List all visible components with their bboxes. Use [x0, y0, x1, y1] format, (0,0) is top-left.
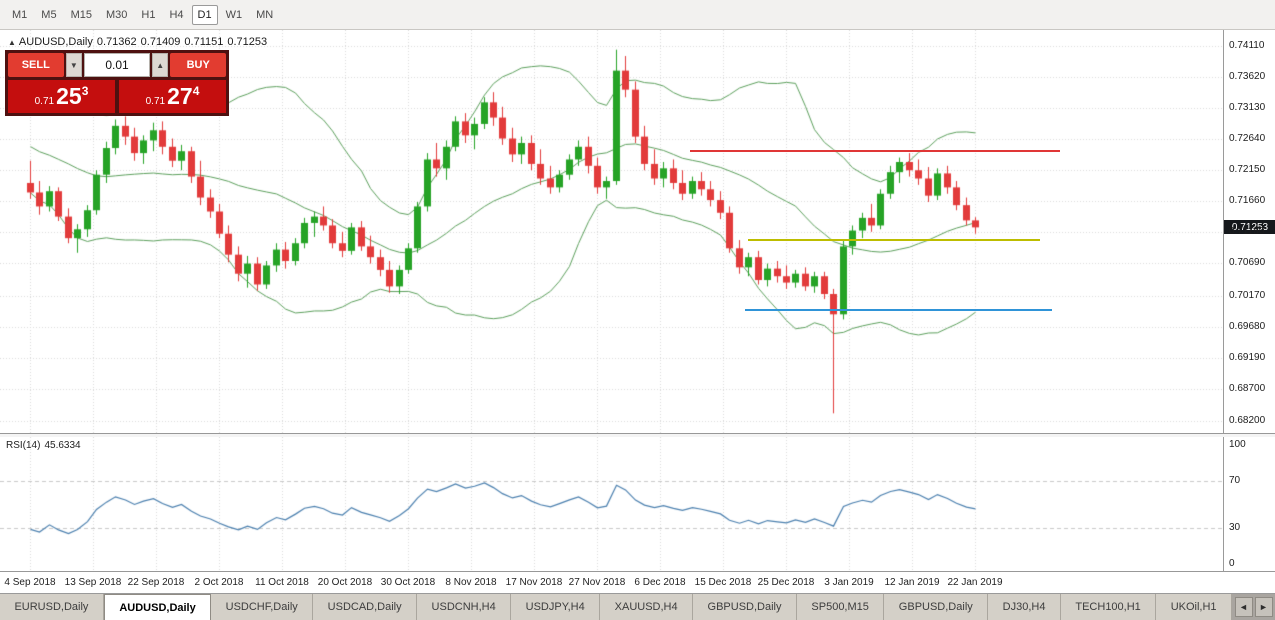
ohlc-high: 0.71409 [140, 36, 181, 48]
rsi-axis[interactable]: 100 70 30 0 [1223, 437, 1275, 572]
chart-tab-gbpusd-daily[interactable]: GBPUSD,Daily [884, 594, 989, 620]
sell-price-display[interactable]: 0.71 25 3 [8, 80, 115, 113]
timeframe-button-w1[interactable]: W1 [225, 8, 243, 21]
chart-symbol-label: AUDUSD,Daily [18, 36, 93, 48]
price-axis-label: 0.71180 [1229, 225, 1265, 237]
sell-price-pips: 25 [56, 83, 82, 109]
one-click-trading-panel: SELL ▼ 0.01 ▲ BUY 0.71 25 3 0.71 27 4 [5, 50, 229, 116]
price-axis-label: 0.69190 [1229, 352, 1266, 364]
tab-scroll-right-icon[interactable]: ► [1254, 597, 1273, 617]
buy-price-prefix: 0.71 [145, 96, 166, 107]
current-price-badge: 0.71253 [1224, 220, 1275, 235]
price-axis-label: 0.73620 [1229, 70, 1266, 82]
rsi-axis-label: 70 [1229, 474, 1241, 486]
buy-price-display[interactable]: 0.71 27 4 [119, 80, 226, 113]
chart-tab-gbpusd-daily[interactable]: GBPUSD,Daily [693, 594, 797, 620]
volume-decrease-icon[interactable]: ▼ [65, 53, 83, 77]
price-axis[interactable]: 0.71253 0.74110 0.73620 0.73130 0.72640 0.72… [1223, 30, 1275, 433]
price-axis-label: 0.70170 [1229, 289, 1266, 301]
price-axis-label: 0.68200 [1229, 414, 1266, 426]
timeframe-button-mn[interactable]: MN [256, 8, 274, 21]
price-axis-label: 0.69680 [1229, 321, 1266, 332]
chart-tab-sp500-m15[interactable]: SP500,M15 [796, 594, 885, 620]
ohlc-open: 0.71362 [96, 36, 137, 48]
symbol-icon: ▲ [8, 38, 16, 47]
time-axis-label: 30 Oct 2018 [380, 577, 436, 588]
time-axis-label: 22 Jan 2019 [947, 577, 1003, 588]
chart-tab-usdjpy-h4[interactable]: USDJPY,H4 [511, 594, 601, 620]
price-axis-label: 0.74110 [1229, 39, 1265, 51]
timeframe-button-m30[interactable]: M30 [105, 8, 128, 21]
time-axis-label: 6 Dec 2018 [634, 577, 686, 588]
time-axis-label: 8 Nov 2018 [445, 577, 497, 588]
price-axis-label: 0.72640 [1229, 133, 1266, 145]
rsi-pane[interactable]: RSI(14) 45.6334 [0, 437, 1223, 572]
time-axis-label: 3 Jan 2019 [824, 577, 874, 588]
chart-tab-usdcad-daily[interactable]: USDCAD,Daily [313, 594, 418, 620]
ohlc-close: 0.71253 [227, 36, 268, 48]
timeframe-button-d1[interactable]: D1 [191, 4, 218, 25]
buy-button[interactable]: BUY [170, 53, 226, 77]
volume-input[interactable]: 0.01 [84, 53, 150, 77]
time-axis-label: 4 Sep 2018 [4, 577, 56, 588]
price-axis-label: 0.73130 [1229, 102, 1266, 114]
time-axis-label: 12 Jan 2019 [884, 577, 940, 588]
rsi-value: 45.6334 [44, 440, 81, 451]
buy-price-pipette: 4 [192, 83, 200, 98]
timeframe-button-m15[interactable]: M15 [70, 8, 92, 21]
time-axis-label: 11 Oct 2018 [255, 577, 309, 588]
buy-price-pips: 27 [167, 83, 193, 109]
time-axis-label: 20 Oct 2018 [317, 577, 373, 588]
chart-tab-bar: EURUSD,Daily AUDUSD,Daily USDCHF,Daily USDC… [0, 593, 1275, 620]
rsi-axis-label: 100 [1229, 439, 1246, 450]
sell-price-prefix: 0.71 [34, 96, 55, 107]
chart-tab-dj30-h4[interactable]: DJ30,H4 [988, 594, 1061, 620]
price-axis-label: 0.71660 [1229, 195, 1266, 207]
chart-tab-eurusd-daily[interactable]: EURUSD,Daily [0, 594, 104, 620]
time-axis[interactable]: 4 Sep 2018 13 Sep 2018 22 Sep 2018 2 Oct 20… [0, 572, 1223, 593]
sell-button[interactable]: SELL [8, 53, 64, 77]
chart-tab-xauusd-h4[interactable]: XAUUSD,H4 [600, 594, 694, 620]
resistance-line-red[interactable] [690, 150, 1060, 153]
time-axis-label: 22 Sep 2018 [127, 577, 185, 588]
rsi-axis-label: 0 [1229, 558, 1235, 569]
volume-increase-icon[interactable]: ▲ [151, 53, 169, 77]
time-axis-label: 25 Dec 2018 [757, 577, 815, 588]
pivot-line-yellow[interactable] [748, 239, 1040, 242]
pane-splitter[interactable] [0, 433, 1275, 437]
tab-scroll-controls: ◄ ► [1232, 594, 1275, 620]
timeframe-button-h4[interactable]: H4 [169, 8, 184, 21]
rsi-axis-label: 30 [1229, 522, 1241, 534]
price-pane[interactable]: ▲ AUDUSD,Daily 0.71362 0.71409 0.71151 0.7125… [0, 30, 1223, 433]
chart-tab-ukoil-h1[interactable]: UKOil,H1 [1156, 594, 1232, 620]
chart-title: ▲ AUDUSD,Daily 0.71362 0.71409 0.71151 0.7125… [8, 36, 271, 48]
price-axis-label: 0.70690 [1229, 256, 1266, 268]
rsi-chart-canvas[interactable] [0, 437, 1223, 572]
chart-window: ▲ AUDUSD,Daily 0.71362 0.71409 0.71151 0.7125… [0, 30, 1275, 593]
time-axis-label: 27 Nov 2018 [568, 577, 626, 588]
timeframe-button-m1[interactable]: M1 [12, 8, 28, 21]
price-axis-label: 0.68700 [1229, 383, 1266, 395]
support-line-blue[interactable] [745, 308, 1052, 311]
tab-scroll-left-icon[interactable]: ◄ [1234, 597, 1253, 617]
chart-tab-tech100-h1[interactable]: TECH100,H1 [1060, 594, 1157, 620]
price-axis-label: 0.72150 [1229, 164, 1266, 176]
timeframe-toolbar: M1 M5 M15 M30 H1 H4 D1 W1 MN [0, 0, 1275, 30]
chart-tab-usdchf-daily[interactable]: USDCHF,Daily [211, 594, 314, 620]
timeframe-button-h1[interactable]: H1 [141, 8, 156, 21]
time-axis-label: 13 Sep 2018 [64, 577, 122, 588]
chart-tab-audusd-daily[interactable]: AUDUSD,Daily [103, 594, 212, 620]
time-axis-label: 15 Dec 2018 [694, 577, 752, 588]
time-axis-label: 2 Oct 2018 [194, 577, 244, 588]
chart-tabs: EURUSD,Daily AUDUSD,Daily USDCHF,Daily USDC… [0, 594, 1232, 620]
ohlc-low: 0.71151 [184, 36, 224, 48]
rsi-name: RSI(14) [6, 440, 41, 451]
rsi-indicator-label: RSI(14) 45.6334 [6, 440, 85, 451]
timeframe-button-m5[interactable]: M5 [41, 8, 57, 21]
time-axis-label: 17 Nov 2018 [505, 577, 563, 588]
sell-price-pipette: 3 [81, 83, 89, 98]
chart-tab-usdcnh-h4[interactable]: USDCNH,H4 [417, 594, 512, 620]
